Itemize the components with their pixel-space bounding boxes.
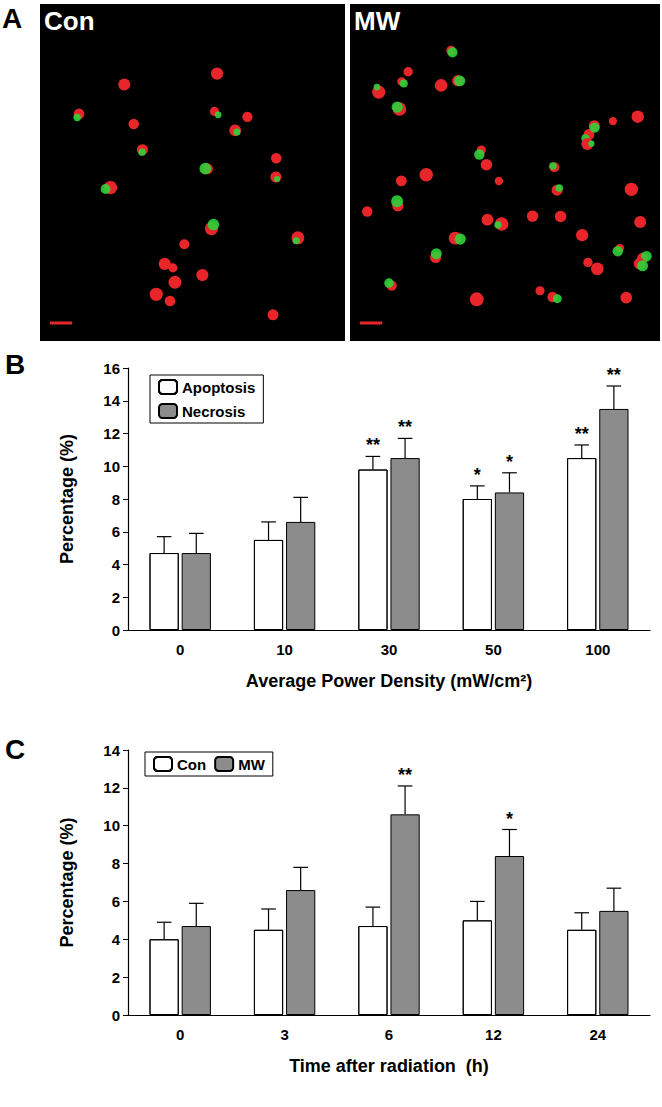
svg-text:Necrosis: Necrosis: [182, 403, 245, 420]
svg-text:Time after radiation (h): Time after radiation (h): [289, 1056, 489, 1076]
svg-text:14: 14: [103, 742, 120, 759]
svg-text:0: 0: [176, 641, 184, 658]
svg-text:Apoptosis: Apoptosis: [182, 379, 255, 396]
svg-text:**: **: [398, 417, 412, 437]
svg-text:Percentage (%): Percentage (%): [57, 817, 77, 947]
svg-text:**: **: [398, 765, 412, 785]
svg-text:**: **: [366, 435, 380, 455]
svg-text:4: 4: [112, 556, 121, 573]
svg-text:8: 8: [112, 491, 120, 508]
svg-text:100: 100: [585, 641, 610, 658]
svg-text:10: 10: [276, 641, 293, 658]
svg-text:16: 16: [103, 360, 120, 377]
svg-text:6: 6: [112, 893, 120, 910]
svg-text:12: 12: [103, 779, 120, 796]
svg-text:MW: MW: [354, 6, 401, 36]
svg-text:A: A: [2, 3, 22, 34]
svg-text:10: 10: [103, 817, 120, 834]
svg-text:Percentage (%): Percentage (%): [57, 434, 77, 564]
svg-text:**: **: [575, 424, 589, 444]
svg-text:12: 12: [103, 425, 120, 442]
svg-text:C: C: [5, 734, 25, 765]
svg-text:Con: Con: [44, 6, 95, 36]
svg-text:6: 6: [112, 523, 120, 540]
svg-text:*: *: [506, 452, 513, 472]
svg-text:MW: MW: [238, 756, 265, 773]
svg-text:Average Power Density (mW/cm²): Average Power Density (mW/cm²): [246, 671, 532, 691]
svg-text:0: 0: [176, 1026, 184, 1043]
svg-text:Con: Con: [177, 756, 206, 773]
svg-text:*: *: [506, 809, 513, 829]
svg-text:12: 12: [485, 1026, 502, 1043]
svg-text:2: 2: [112, 969, 120, 986]
svg-text:*: *: [474, 465, 481, 485]
svg-text:2: 2: [112, 589, 120, 606]
svg-text:24: 24: [589, 1026, 606, 1043]
svg-text:8: 8: [112, 855, 120, 872]
svg-text:B: B: [5, 349, 25, 380]
svg-text:14: 14: [103, 392, 120, 409]
svg-text:6: 6: [385, 1026, 393, 1043]
svg-text:0: 0: [112, 622, 120, 639]
svg-text:4: 4: [112, 931, 121, 948]
svg-text:3: 3: [280, 1026, 288, 1043]
svg-text:30: 30: [381, 641, 398, 658]
svg-text:10: 10: [103, 458, 120, 475]
svg-text:**: **: [607, 365, 621, 385]
svg-text:0: 0: [112, 1007, 120, 1024]
svg-text:50: 50: [485, 641, 502, 658]
